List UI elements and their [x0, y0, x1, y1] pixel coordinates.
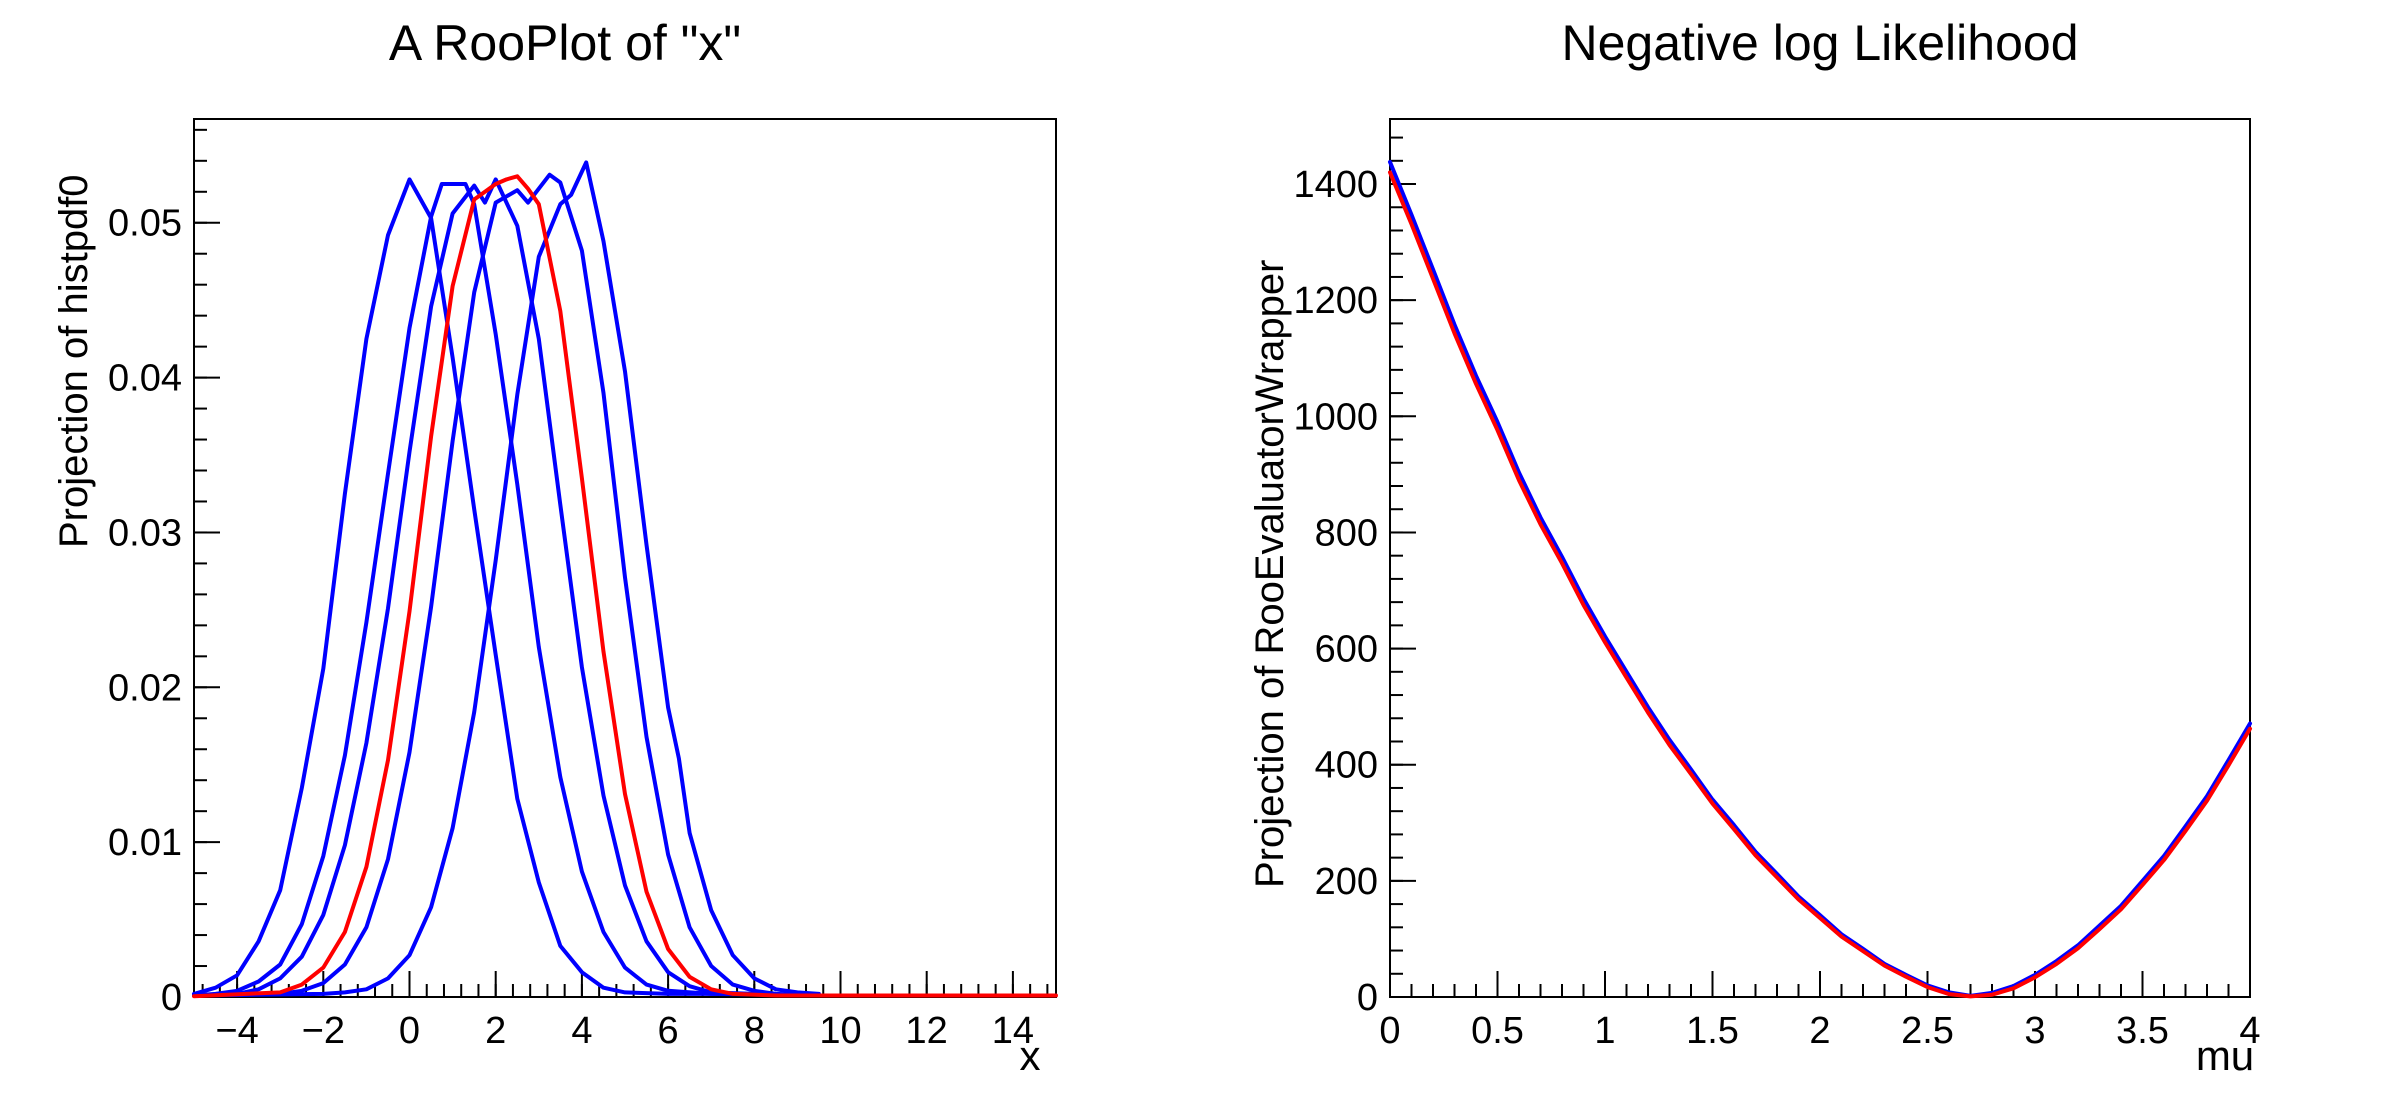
nll-plot-x-tick-label: 3 — [2024, 1010, 2045, 1052]
right-x-axis-title: mu — [2195, 1032, 2255, 1079]
rooplot-x-x-tick-label: −2 — [302, 1010, 345, 1052]
rooplot-x-y-tick-label: 0.05 — [108, 203, 182, 245]
nll-plot-y-tick-label: 600 — [1315, 629, 1378, 671]
histpdf-mu0-curve — [192, 177, 821, 998]
histpdf-mu4-curve — [192, 160, 821, 998]
nll-plot-x-tick-label: 2 — [1809, 1010, 1830, 1052]
rooplot-x-y-tick-label: 0 — [161, 977, 182, 1019]
rooplot-x-x-tick-label: −4 — [215, 1010, 258, 1052]
rooplot-x-x-tick-label: 10 — [819, 1010, 861, 1052]
nll-plot-y-tick-label: 0 — [1357, 977, 1378, 1019]
nll-red-curve — [1388, 170, 2252, 999]
rooplot-x-y-tick-label: 0.04 — [108, 358, 182, 400]
nll-plot-x-tick-label: 0 — [1379, 1010, 1400, 1052]
rooplot-x-x-tick-label: 4 — [571, 1010, 592, 1052]
rooplot-x-x-tick-label: 14 — [992, 1010, 1034, 1052]
histpdf-fitted-red-curve — [192, 174, 1058, 999]
left-x-axis-title: x — [1019, 1032, 1041, 1079]
nll-blue-curve — [1388, 160, 2252, 998]
nll-plot-x-tick-label: 0.5 — [1471, 1010, 1524, 1052]
histpdf-mu2-curve — [192, 177, 821, 998]
nll-plot-y-tick-label: 1400 — [1293, 164, 1378, 206]
rooplot-x-group: −4 −2 0 2 4 6 8 10 12 14 0 0.01 0.02 0.03 0.04 0.05 — [108, 118, 1058, 1052]
nll-plot-x-tick-label: 4 — [2239, 1010, 2260, 1052]
rooplot-x-y-tick-label: 0.02 — [108, 667, 182, 709]
nll-plot-x-tick-label: 3.5 — [2116, 1010, 2169, 1052]
rooplot-x-x-tick-label: 8 — [744, 1010, 765, 1052]
nll-plot-group: 0 0.5 1 1.5 2 2.5 3 3.5 4 0 200 400 600 800 1000 1200 14… — [1293, 118, 2261, 1052]
histpdf-mu3-curve — [192, 172, 821, 998]
right-y-axis-title: Projection of RooEvaluatorWrapper — [1248, 259, 1292, 888]
right-chart-title: Negative log Likelihood — [1561, 15, 2079, 71]
nll-plot-y-tick-label: 800 — [1315, 512, 1378, 554]
nll-plot-y-tick-label: 400 — [1315, 745, 1378, 787]
histpdf-mu1-curve — [192, 182, 821, 998]
nll-plot-y-tick-label: 1000 — [1293, 396, 1378, 438]
nll-plot-frame — [1389, 118, 2251, 998]
left-chart-title: A RooPlot of "x" — [388, 15, 742, 71]
left-y-axis-title: Projection of histpdf0 — [52, 174, 96, 548]
nll-plot-x-tick-label: 2.5 — [1901, 1010, 1954, 1052]
nll-plot-x-tick-label: 1 — [1594, 1010, 1615, 1052]
nll-plot-x-tick-label: 1.5 — [1686, 1010, 1739, 1052]
nll-plot-y-tick-label: 200 — [1315, 861, 1378, 903]
nll-plot-y-tick-label: 1200 — [1293, 280, 1378, 322]
rooplot-x-y-tick-label: 0.01 — [108, 822, 182, 864]
rooplot-x-x-tick-label: 2 — [485, 1010, 506, 1052]
rooplot-x-x-tick-label: 0 — [399, 1010, 420, 1052]
rooplot-x-y-tick-label: 0.03 — [108, 512, 182, 554]
rooplot-x-x-tick-label: 6 — [658, 1010, 679, 1052]
rooplot-x-x-tick-label: 12 — [906, 1010, 948, 1052]
rooplot-x-frame — [193, 118, 1057, 998]
